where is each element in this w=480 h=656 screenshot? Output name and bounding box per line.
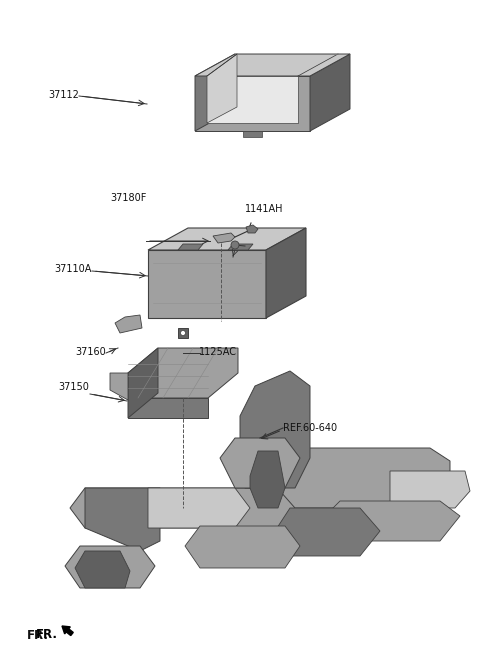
Polygon shape — [390, 471, 470, 508]
Polygon shape — [310, 54, 350, 131]
Text: 37160: 37160 — [75, 347, 106, 358]
Text: REF.60-640: REF.60-640 — [283, 422, 337, 433]
Text: 37150: 37150 — [58, 382, 89, 392]
Polygon shape — [75, 551, 130, 588]
Text: 1125AC: 1125AC — [199, 347, 237, 358]
Polygon shape — [280, 448, 450, 508]
Polygon shape — [240, 371, 310, 488]
Polygon shape — [207, 54, 237, 123]
Text: 37110A: 37110A — [54, 264, 91, 274]
Polygon shape — [128, 348, 238, 398]
Polygon shape — [325, 501, 460, 541]
Polygon shape — [195, 54, 350, 76]
Polygon shape — [213, 233, 235, 243]
Polygon shape — [220, 438, 300, 488]
Polygon shape — [148, 250, 266, 318]
Polygon shape — [243, 131, 262, 137]
Polygon shape — [178, 244, 203, 250]
Polygon shape — [228, 244, 253, 250]
FancyArrow shape — [62, 626, 73, 636]
Polygon shape — [65, 546, 155, 588]
Text: 37180F: 37180F — [110, 193, 146, 203]
Polygon shape — [250, 451, 285, 508]
Polygon shape — [128, 398, 208, 418]
Polygon shape — [110, 373, 128, 400]
Text: 37112: 37112 — [48, 90, 79, 100]
Polygon shape — [195, 76, 310, 131]
Circle shape — [180, 331, 185, 335]
Polygon shape — [266, 228, 306, 318]
Polygon shape — [148, 488, 250, 528]
Text: FR.: FR. — [26, 628, 48, 642]
Polygon shape — [246, 225, 258, 233]
Polygon shape — [115, 315, 142, 333]
Polygon shape — [275, 508, 380, 556]
Circle shape — [231, 241, 239, 249]
Bar — [178, 328, 188, 338]
Polygon shape — [128, 348, 158, 418]
Text: 1141AH: 1141AH — [245, 203, 283, 214]
Polygon shape — [195, 54, 235, 131]
Polygon shape — [185, 526, 300, 568]
Polygon shape — [148, 228, 306, 250]
Polygon shape — [207, 76, 298, 123]
Text: FR.: FR. — [36, 628, 58, 640]
Polygon shape — [85, 488, 160, 551]
Polygon shape — [70, 488, 305, 528]
